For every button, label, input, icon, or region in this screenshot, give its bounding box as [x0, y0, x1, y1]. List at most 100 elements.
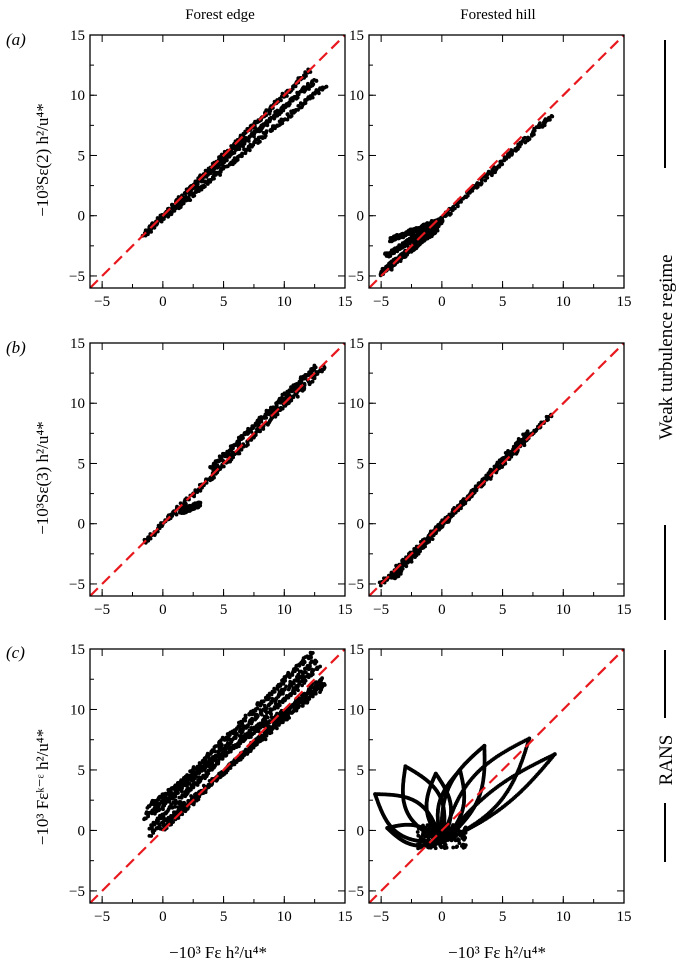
x-tick-label: −5 [94, 294, 110, 310]
data-point [246, 723, 250, 727]
y-tick-label: 5 [357, 456, 365, 472]
data-point [231, 446, 235, 451]
data-point [170, 203, 175, 208]
data-point [282, 117, 286, 122]
data-point [276, 702, 281, 707]
data-point [187, 196, 191, 201]
data-point [322, 683, 327, 687]
data-point [285, 117, 290, 122]
data-point [458, 199, 463, 204]
x-tick-label: 0 [159, 602, 167, 618]
data-point [156, 523, 161, 528]
data-point [247, 148, 252, 153]
data-point [187, 781, 192, 786]
data-point [298, 101, 303, 106]
data-point [158, 213, 163, 218]
axes-frame [89, 648, 346, 904]
data-point [203, 756, 208, 761]
data-point [225, 451, 230, 456]
y-tick-label: 10 [70, 702, 85, 718]
plot-area [90, 35, 345, 288]
axes-frame [368, 34, 625, 289]
y-tick-label: 5 [78, 148, 86, 164]
data-point [240, 151, 245, 156]
x-tick-label: 5 [499, 602, 507, 618]
data-point [525, 429, 530, 434]
data-point [477, 481, 482, 486]
data-point [324, 84, 329, 89]
data-point [306, 674, 310, 679]
data-point [241, 436, 245, 440]
data-point [479, 181, 484, 186]
data-point [212, 749, 217, 754]
ticks [90, 34, 346, 288]
side-label-weak-turbulence: Weak turbulence regime [656, 254, 677, 439]
regime-brackets: Weak turbulence regime RANS [656, 40, 677, 862]
data-point [298, 379, 303, 384]
data-point [163, 801, 168, 806]
x-tick-label: 10 [556, 602, 571, 618]
data-point [170, 794, 175, 799]
data-point [274, 403, 279, 408]
data-point [490, 173, 494, 178]
data-point [519, 437, 524, 442]
data-point [307, 697, 312, 701]
data-point [253, 137, 258, 142]
data-point [290, 703, 294, 708]
data-point [314, 79, 319, 83]
data-point [270, 696, 275, 701]
data-point [237, 147, 242, 152]
data-point [254, 724, 259, 728]
data-point [307, 664, 311, 668]
data-point [302, 670, 307, 674]
x-axis-labels: −10³ Fε h²/u⁴* −10³ Fε h²/u⁴* [169, 943, 546, 962]
data-point [191, 765, 196, 769]
x-tick-label: 5 [220, 909, 228, 925]
x-tick-label: 10 [277, 602, 292, 618]
reference-line-y-equals-x [90, 649, 345, 903]
data-point [220, 735, 225, 740]
data-point [219, 773, 224, 777]
column-title-forest-edge: Forest edge [185, 7, 255, 23]
x-tick-label: 0 [159, 909, 167, 925]
data-point [257, 428, 262, 432]
data-point [183, 194, 188, 199]
x-label-left: −10³ Fε h²/u⁴* [169, 943, 267, 962]
data-point [519, 142, 523, 146]
reference-line-y-equals-x [369, 343, 624, 596]
data-point [215, 463, 220, 468]
x-tick-label: 10 [277, 909, 292, 925]
y-tick-label: −5 [69, 884, 85, 900]
data-point [149, 810, 154, 814]
data-point [241, 752, 246, 757]
data-point [279, 398, 284, 402]
data-point [300, 683, 304, 688]
data-point [309, 659, 314, 664]
data-point [256, 701, 261, 706]
data-point [486, 474, 490, 479]
reference-line-y-equals-x [369, 35, 624, 288]
data-point [201, 773, 206, 778]
y-tick-label: 15 [70, 28, 85, 44]
data-point [513, 444, 518, 449]
y-tick-label: 15 [349, 28, 364, 44]
data-point [405, 561, 410, 565]
data-point [293, 667, 298, 672]
data-point [292, 691, 297, 696]
data-point [275, 726, 279, 731]
data-point [272, 686, 277, 691]
data-point [267, 691, 272, 696]
data-point [310, 672, 315, 677]
data-point [302, 659, 307, 664]
x-label-right: −10³ Fε h²/u⁴* [448, 943, 546, 962]
data-point [216, 749, 221, 754]
plot-area [369, 343, 624, 596]
data-point [289, 114, 294, 118]
data-point [414, 551, 419, 555]
data-point [299, 700, 303, 705]
data-point [269, 712, 273, 716]
x-tick-label: −5 [373, 294, 389, 310]
data-point [541, 120, 546, 125]
